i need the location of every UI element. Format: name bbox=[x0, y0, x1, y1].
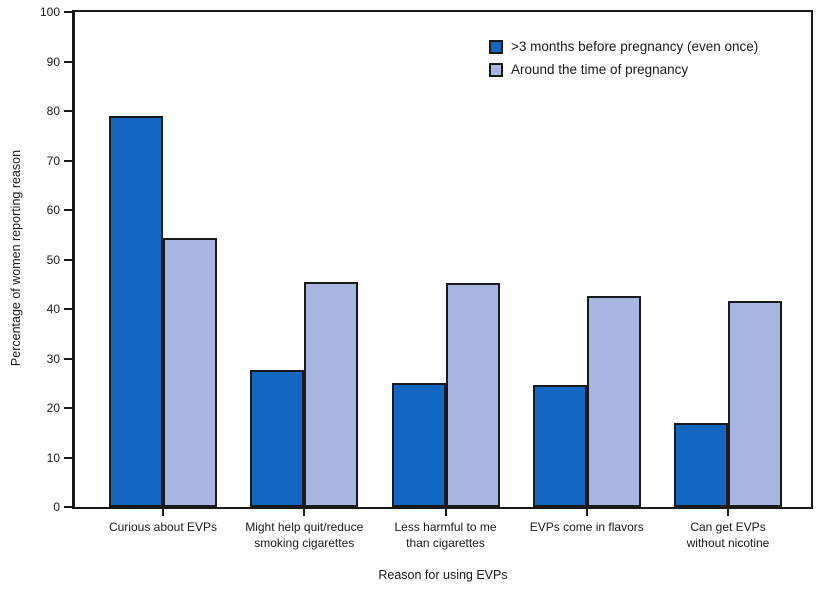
y-tick-label: 80 bbox=[46, 104, 60, 118]
y-tick bbox=[64, 407, 73, 409]
bar-light-series bbox=[304, 282, 359, 507]
category-label: Can get EVPs without nicotine bbox=[686, 520, 770, 550]
bar-light-series bbox=[586, 296, 641, 507]
category-label: Curious about EVPs bbox=[108, 520, 218, 534]
x-tick bbox=[727, 509, 729, 516]
x-tick bbox=[303, 509, 306, 516]
y-tick bbox=[64, 209, 73, 211]
y-tick-label: 50 bbox=[46, 252, 60, 267]
y-tick-label: 60 bbox=[46, 203, 60, 217]
bar-dark-series bbox=[109, 115, 163, 507]
y-tick-label: 100 bbox=[39, 5, 60, 19]
y-tick-label: 10 bbox=[46, 450, 60, 465]
legend-item: Around the time of pregnancy bbox=[489, 62, 688, 77]
legend-item: >3 months before pregnancy (even once) bbox=[489, 39, 758, 54]
x-tick bbox=[444, 509, 447, 516]
bar-light-series bbox=[163, 238, 217, 507]
bar-light-series bbox=[445, 282, 500, 507]
y-tick bbox=[64, 258, 73, 261]
category-label: Less harmful to me than cigarettes bbox=[394, 520, 497, 550]
y-tick-label: 40 bbox=[46, 302, 60, 316]
y-tick bbox=[64, 11, 73, 13]
x-axis-title: Reason for using EVPs bbox=[378, 568, 508, 582]
bar-dark-series bbox=[532, 384, 587, 507]
y-tick-label: 0 bbox=[53, 500, 60, 514]
legend-swatch bbox=[489, 39, 503, 54]
bar-dark-series bbox=[250, 369, 305, 507]
x-tick bbox=[162, 509, 164, 516]
y-tick-label: 30 bbox=[46, 351, 60, 366]
y-tick bbox=[64, 110, 73, 112]
legend-swatch bbox=[489, 62, 503, 77]
y-tick bbox=[64, 506, 73, 508]
y-tick bbox=[64, 357, 73, 360]
bar-light-series bbox=[728, 301, 782, 507]
category-label: EVPs come in flavors bbox=[529, 520, 644, 534]
legend-label: Around the time of pregnancy bbox=[511, 62, 689, 77]
y-tick-label: 70 bbox=[46, 153, 60, 168]
y-tick-label: 20 bbox=[46, 401, 60, 415]
y-tick-label: 90 bbox=[46, 54, 60, 69]
y-tick bbox=[64, 308, 73, 310]
y-tick bbox=[64, 456, 73, 459]
bar-dark-series bbox=[674, 423, 728, 507]
x-tick bbox=[585, 509, 588, 516]
y-tick bbox=[64, 159, 73, 162]
category-label: Might help quit/reduce smoking cigarette… bbox=[245, 520, 364, 550]
legend-label: >3 months before pregnancy (even once) bbox=[511, 39, 759, 54]
bar-dark-series bbox=[391, 383, 446, 507]
y-tick bbox=[64, 60, 73, 63]
